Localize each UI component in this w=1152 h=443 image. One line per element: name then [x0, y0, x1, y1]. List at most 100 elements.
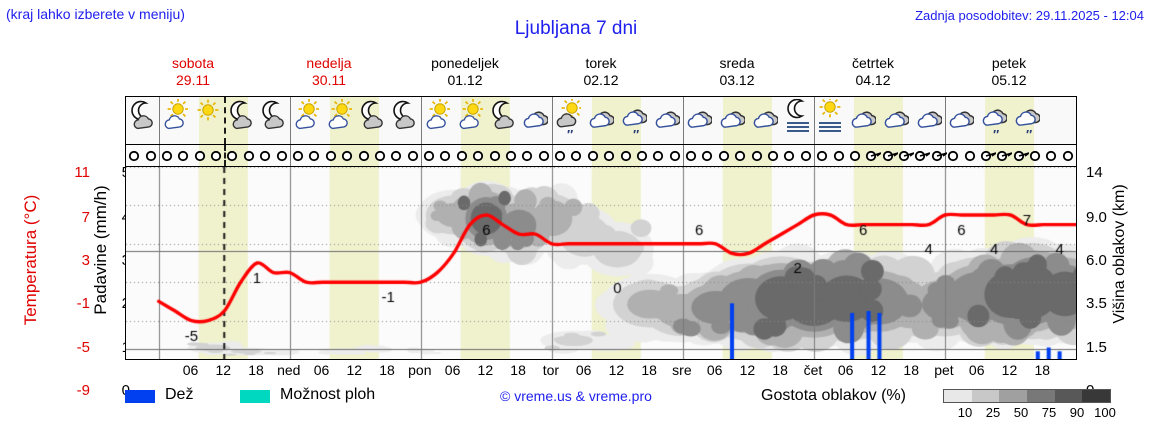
cloud-density-tick: 75 — [1041, 405, 1057, 420]
sun-cloud-icon — [162, 99, 189, 141]
wind-marker — [403, 148, 423, 164]
day-separator — [289, 97, 291, 144]
chart-plot-area — [126, 167, 1076, 359]
temperature-axis-title: Temperatura (°C) — [21, 194, 40, 326]
wind-marker — [878, 148, 899, 164]
axis-tick: -9 — [76, 382, 90, 399]
day-header-4: torek 02.12 — [533, 55, 669, 95]
time-tick-label: 12 — [739, 362, 756, 378]
axis-tick: 1.5 — [1086, 339, 1107, 356]
time-tick-label: 06 — [837, 362, 854, 378]
wind-marker — [206, 148, 226, 164]
cloud-drizzle-icon: ″ — [621, 99, 647, 141]
svg-text:″: ″ — [567, 127, 573, 141]
time-tick-label: 06 — [968, 362, 985, 378]
day-separator — [420, 97, 422, 144]
cloud-icon — [522, 99, 549, 141]
wind-marker — [485, 148, 505, 164]
wind-marker — [1058, 148, 1076, 164]
current-time-marker — [224, 145, 227, 166]
wind-marker — [321, 148, 341, 164]
wind-marker — [222, 148, 242, 164]
day-date: 02.12 — [583, 72, 619, 88]
wind-marker — [943, 148, 963, 164]
cloud-density-swatch — [1027, 390, 1055, 402]
time-tick-label: 06 — [706, 362, 723, 378]
wind-marker — [354, 148, 374, 164]
cloud-density-swatch — [944, 390, 972, 402]
wind-marker — [681, 148, 701, 164]
day-name: četrtek — [851, 55, 894, 71]
time-tick-label: 06 — [444, 362, 461, 378]
cloud-density-swatch — [999, 390, 1028, 402]
wind-marker — [239, 148, 259, 164]
time-tick-label: 18 — [1034, 362, 1051, 378]
wind-marker — [566, 148, 586, 164]
wind-marker — [534, 148, 554, 164]
day-name: torek — [585, 55, 617, 71]
wind-marker — [992, 148, 1013, 164]
day-date: 04.12 — [855, 72, 891, 88]
axis-tick: 6.0 — [1086, 252, 1107, 269]
daylight-band — [591, 145, 641, 166]
sun-icon — [195, 99, 221, 141]
time-tick-label: pon — [408, 362, 432, 378]
wind-marker — [730, 148, 750, 164]
wind-marker — [894, 148, 915, 164]
wind-marker — [452, 148, 472, 164]
cloud-density-tick: 100 — [1094, 405, 1116, 420]
cloud-icon — [948, 99, 975, 141]
rain-legend-swatch — [125, 390, 155, 403]
cloud-icon — [719, 99, 746, 141]
wind-marker — [517, 148, 537, 164]
svg-text:″: ″ — [1026, 127, 1032, 141]
svg-text:″: ″ — [633, 127, 639, 141]
daylight-band — [460, 145, 510, 166]
cloud-icon — [883, 99, 909, 141]
day-separator — [944, 145, 946, 166]
wind-marker — [616, 148, 636, 164]
daylight-band — [198, 145, 248, 166]
wind-marker — [697, 148, 717, 164]
time-tick-label: sre — [672, 362, 692, 378]
wind-marker — [599, 148, 619, 164]
svg-text:″: ″ — [993, 127, 999, 141]
time-tick-label: 18 — [379, 362, 395, 378]
day-name: sobota — [171, 55, 215, 71]
daylight-band — [329, 145, 379, 166]
time-tick-label: 12 — [346, 362, 363, 378]
wind-marker — [370, 148, 390, 164]
day-separator — [420, 145, 422, 166]
location-hint: (kraj lahko izberete v meniju) — [6, 6, 185, 22]
day-header-1: sobota 29.11 — [125, 55, 261, 95]
day-separator — [944, 97, 946, 144]
day-name: sreda — [719, 55, 755, 71]
wind-marker — [910, 148, 931, 164]
time-tick-label: 06 — [313, 362, 330, 378]
axis-tick: 3 — [81, 252, 90, 269]
rain-legend-label: Dež — [165, 386, 194, 403]
time-tick-label: čet — [803, 362, 823, 378]
time-tick-label: tor — [542, 362, 560, 378]
wind-marker — [632, 148, 652, 164]
time-tick-label: 18 — [772, 362, 788, 378]
wind-marker — [126, 148, 144, 164]
wind-marker — [337, 148, 357, 164]
day-separator — [551, 145, 553, 166]
page-title: Ljubljana 7 dni — [514, 18, 638, 39]
copyright-link[interactable]: © vreme.us & vreme.pro — [500, 388, 652, 404]
moon-cloud-icon — [129, 99, 155, 141]
wind-marker — [861, 148, 882, 164]
axis-tick: 3.5 — [1086, 295, 1107, 312]
wind-marker — [157, 148, 177, 164]
time-tick-label: 12 — [477, 362, 494, 378]
sun-cloud-icon — [457, 99, 483, 141]
time-tick-label: 18 — [248, 362, 264, 378]
time-tick-label: pet — [934, 362, 954, 378]
last-updated: Zadnja posodobitev: 29.11.2025 - 12:04 — [915, 8, 1144, 23]
cloud-icon — [588, 99, 614, 141]
moon-fog-icon — [785, 99, 811, 141]
precipitation-axis-title: Padavine (mm/h) — [91, 185, 110, 315]
time-tick-label: 06 — [182, 362, 199, 378]
wind-marker — [1041, 148, 1061, 164]
